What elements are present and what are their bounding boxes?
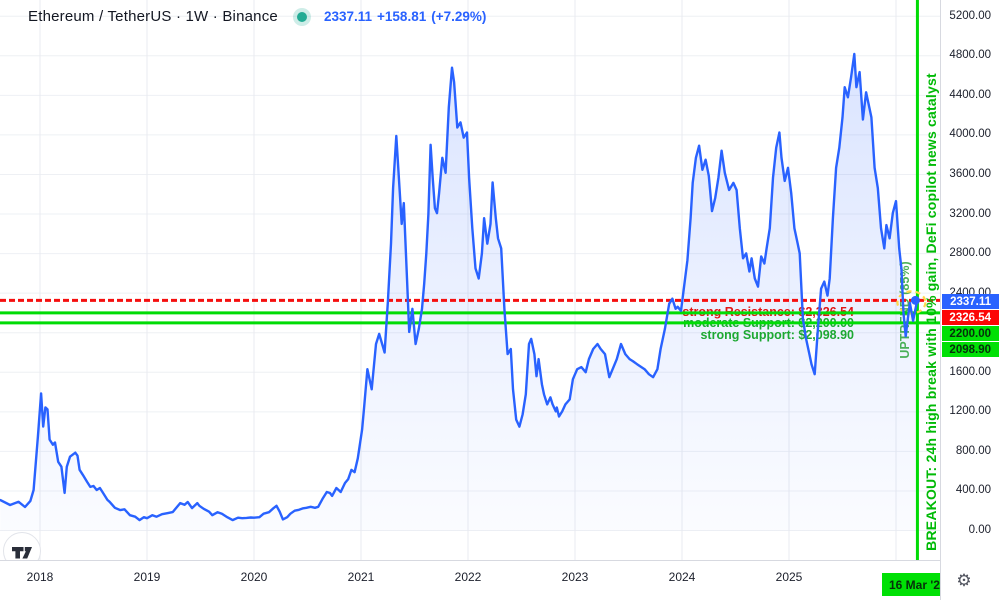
- price-tick-label: 800.00: [955, 444, 991, 457]
- price-tick-label: 1600.00: [949, 365, 991, 378]
- year-tick-label: 2021: [347, 570, 375, 584]
- year-tick-label: 2018: [26, 570, 54, 584]
- price-tick-label: 4800.00: [949, 49, 991, 62]
- price-change-value: +158.81: [377, 9, 427, 24]
- price-axis[interactable]: 0.00400.00800.001200.001600.002000.00240…: [940, 0, 1000, 600]
- chart-legend-header: Ethereum / TetherUS · 1W · Binance 2337.…: [28, 8, 491, 25]
- event-date-axis-label: 16 Mar '26: [882, 573, 940, 596]
- price-tick-label: 3600.00: [949, 167, 991, 180]
- year-tick-label: 2022: [454, 570, 482, 584]
- price-tick-label: 400.00: [955, 484, 991, 497]
- strong-support-annotation-text: strong Support: $2,098.90: [700, 328, 854, 342]
- price-tick-label: 4000.00: [949, 128, 991, 141]
- price-area-fill: [0, 54, 918, 531]
- price-tick-label: 3200.00: [949, 207, 991, 220]
- year-tick-label: 2023: [561, 570, 589, 584]
- year-tick-label: 2020: [240, 570, 268, 584]
- breakout-signal-label: BREAKOUT: 24h high break with 10% gain, …: [923, 73, 939, 551]
- price-level-tag: 2098.90: [942, 342, 999, 357]
- last-price-value: 2337.11: [323, 9, 373, 24]
- quote-values: 2337.11 +158.81 (+7.29%): [324, 9, 491, 24]
- market-status-dot-icon: [296, 11, 307, 22]
- price-level-tag: 2326.54: [942, 310, 999, 325]
- settings-gear-icon[interactable]: ⚙: [956, 571, 972, 590]
- year-tick-label: 2019: [133, 570, 161, 584]
- year-tick-label: 2024: [668, 570, 696, 584]
- symbol-title[interactable]: Ethereum / TetherUS · 1W · Binance: [28, 8, 278, 25]
- price-tick-label: 4400.00: [949, 88, 991, 101]
- price-tick-label: 2800.00: [949, 247, 991, 260]
- year-tick-label: 2025: [775, 570, 803, 584]
- price-tick-label: 0.00: [968, 524, 991, 537]
- price-level-tag: 2200.00: [942, 326, 999, 341]
- price-tick-label: 1200.00: [949, 405, 991, 418]
- time-axis[interactable]: 16 Mar '26 2018 2019 2020 2021 2022 2023 2024 2…: [0, 560, 940, 600]
- price-change-percent: (+7.29%): [431, 9, 487, 24]
- chart-plot-area[interactable]: strong Resistance: $2,326.54 moderate Su…: [0, 0, 940, 560]
- chart-background-layer: [0, 0, 940, 560]
- tradingview-logo-glyph: [12, 547, 32, 559]
- price-tick-label: 5200.00: [949, 9, 991, 22]
- price-level-tag: 2337.11: [942, 294, 999, 309]
- uptrend-signal-label: UPTREND (85%): [898, 261, 912, 359]
